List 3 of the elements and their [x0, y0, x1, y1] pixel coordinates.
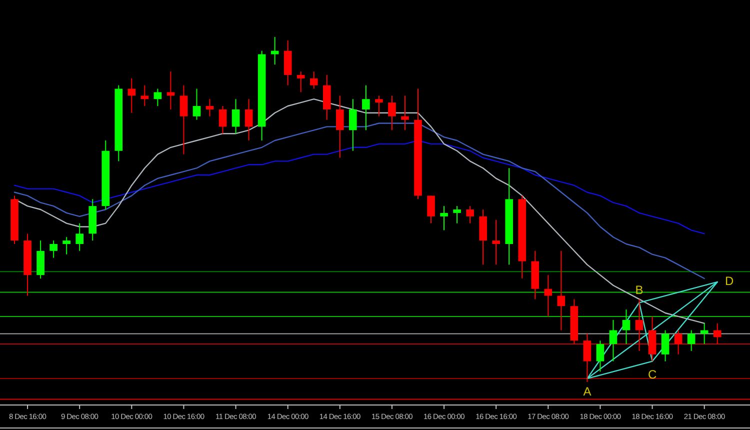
text: D [725, 274, 734, 288]
annotation: C [648, 367, 657, 382]
text: A [583, 384, 592, 399]
